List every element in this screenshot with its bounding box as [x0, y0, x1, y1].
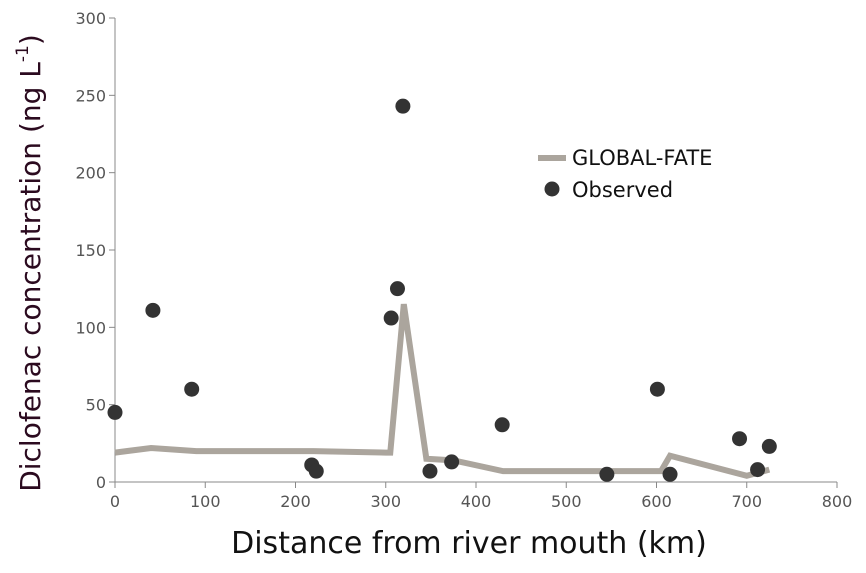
x-tick-label: 800: [822, 492, 853, 511]
observed-point: [422, 463, 438, 479]
y-tick-label: 150: [75, 241, 106, 260]
x-tick-label: 400: [461, 492, 492, 511]
x-tick-label: 500: [551, 492, 582, 511]
x-axis-label: Distance from river mouth (km): [231, 526, 707, 561]
legend-label-global-fate: GLOBAL-FATE: [572, 146, 712, 170]
observed-point: [649, 381, 665, 397]
observed-point: [444, 454, 460, 470]
x-tick-label: 700: [731, 492, 762, 511]
y-tick-label: 200: [75, 164, 106, 183]
y-tick-label: 250: [75, 86, 106, 105]
y-tick-label: 50: [86, 396, 106, 415]
y-axis-ticks: 0 50 100 150 200 250 300: [75, 9, 115, 492]
legend-label-observed: Observed: [572, 178, 673, 202]
observed-point: [107, 404, 123, 420]
x-tick-label: 200: [280, 492, 311, 511]
observed-point: [383, 310, 399, 326]
x-axis-ticks: 0 100 200 300 400 500 600 700 800: [110, 482, 852, 511]
plot-area: [107, 98, 777, 482]
axes: [114, 18, 837, 483]
y-axis-label: Diclofenac concentration (ng L-1): [13, 34, 47, 492]
observed-point: [308, 463, 324, 479]
series-line-global-fate: [114, 303, 771, 479]
x-tick-label: 600: [641, 492, 672, 511]
y-axis-label-main: Diclofenac concentration (ng L: [14, 62, 47, 492]
y-tick-label: 100: [75, 318, 106, 337]
x-tick-label: 0: [110, 492, 120, 511]
observed-point: [395, 98, 411, 114]
observed-point: [184, 381, 200, 397]
y-axis-label-superscript: -1: [13, 45, 33, 62]
observed-point: [145, 302, 161, 318]
observed-point: [389, 281, 405, 297]
legend: GLOBAL-FATE Observed: [538, 146, 712, 202]
observed-point: [750, 462, 766, 478]
observed-point: [662, 466, 678, 482]
observed-point: [761, 438, 777, 454]
y-tick-label: 300: [75, 9, 106, 28]
x-tick-label: 100: [190, 492, 221, 511]
y-axis-label-suffix: ): [14, 34, 47, 45]
legend-marker-swatch: [544, 181, 560, 197]
observed-point: [494, 417, 510, 433]
observed-point: [599, 466, 615, 482]
y-tick-label: 0: [96, 473, 106, 492]
x-tick-label: 300: [370, 492, 401, 511]
observed-point: [732, 431, 748, 447]
